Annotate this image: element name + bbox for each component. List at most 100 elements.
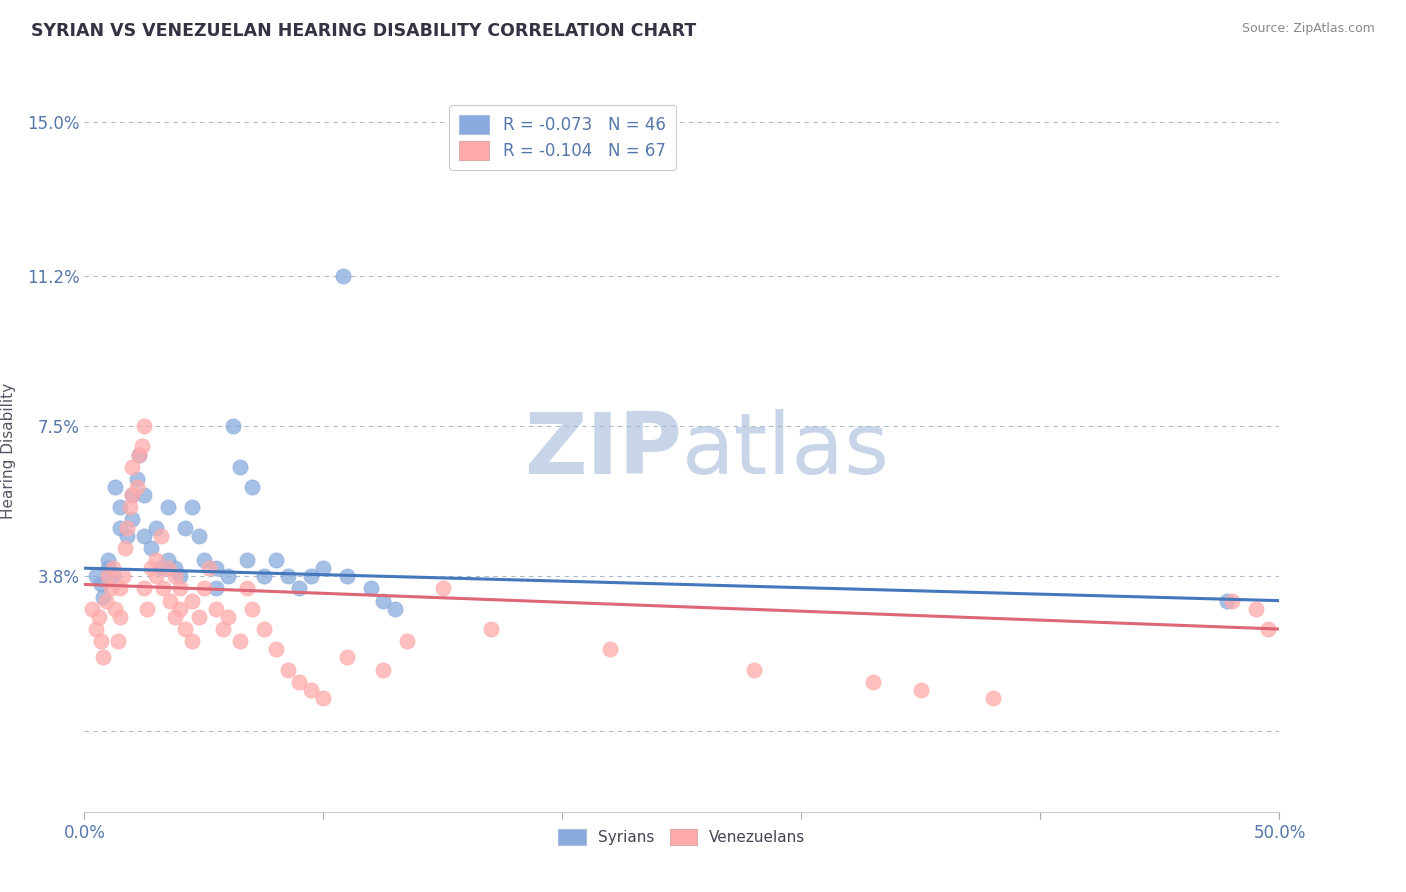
- Point: [94, 593, 117, 607]
- Point: [145, 569, 167, 583]
- Text: atlas: atlas: [682, 409, 890, 492]
- Legend: Syrians, Venezuelans: Syrians, Venezuelans: [553, 822, 811, 851]
- Point: [107, 634, 129, 648]
- Text: ZIP: ZIP: [524, 409, 682, 492]
- Point: [121, 488, 143, 502]
- Point: [181, 593, 204, 607]
- Point: [301, 569, 323, 583]
- Point: [169, 569, 191, 583]
- Point: [193, 582, 215, 596]
- Point: [240, 480, 263, 494]
- Point: [131, 439, 153, 453]
- Point: [336, 569, 359, 583]
- Point: [236, 582, 259, 596]
- Point: [97, 553, 120, 567]
- Point: [1216, 593, 1239, 607]
- Point: [396, 634, 419, 648]
- Point: [132, 488, 156, 502]
- Point: [1220, 593, 1243, 607]
- Point: [301, 682, 323, 697]
- Text: SYRIAN VS VENEZUELAN HEARING DISABILITY CORRELATION CHART: SYRIAN VS VENEZUELAN HEARING DISABILITY …: [31, 22, 696, 40]
- Point: [104, 601, 127, 615]
- Point: [169, 582, 191, 596]
- Point: [264, 642, 287, 657]
- Point: [117, 520, 139, 534]
- Point: [135, 601, 157, 615]
- Point: [121, 459, 143, 474]
- Point: [145, 520, 167, 534]
- Point: [110, 520, 132, 534]
- Point: [121, 488, 143, 502]
- Point: [862, 674, 884, 689]
- Point: [236, 553, 259, 567]
- Point: [173, 622, 195, 636]
- Point: [87, 610, 110, 624]
- Point: [742, 663, 765, 677]
- Point: [205, 582, 228, 596]
- Point: [253, 622, 276, 636]
- Point: [373, 593, 395, 607]
- Point: [86, 622, 108, 636]
- Point: [173, 520, 195, 534]
- Point: [288, 582, 311, 596]
- Point: [599, 642, 621, 657]
- Point: [145, 553, 167, 567]
- Point: [205, 601, 228, 615]
- Point: [181, 500, 204, 515]
- Point: [277, 663, 299, 677]
- Point: [111, 569, 134, 583]
- Point: [217, 610, 239, 624]
- Point: [125, 480, 148, 494]
- Point: [1257, 622, 1279, 636]
- Point: [90, 634, 112, 648]
- Point: [157, 553, 180, 567]
- Point: [101, 569, 124, 583]
- Point: [80, 601, 103, 615]
- Point: [277, 569, 299, 583]
- Point: [240, 601, 263, 615]
- Point: [110, 610, 132, 624]
- Point: [312, 691, 335, 706]
- Point: [432, 582, 454, 596]
- Point: [100, 582, 122, 596]
- Point: [360, 582, 382, 596]
- Point: [93, 650, 115, 665]
- Point: [312, 561, 335, 575]
- Point: [336, 650, 359, 665]
- Point: [121, 512, 143, 526]
- Point: [86, 569, 108, 583]
- Point: [141, 541, 163, 555]
- Point: [373, 663, 395, 677]
- Point: [165, 569, 187, 583]
- Point: [181, 634, 204, 648]
- Point: [1244, 601, 1267, 615]
- Point: [253, 569, 276, 583]
- Point: [97, 561, 120, 575]
- Point: [125, 472, 148, 486]
- Point: [479, 622, 502, 636]
- Point: [149, 561, 172, 575]
- Point: [97, 569, 120, 583]
- Point: [910, 682, 932, 697]
- Point: [165, 561, 187, 575]
- Point: [165, 610, 187, 624]
- Point: [169, 601, 191, 615]
- Point: [332, 268, 354, 283]
- Point: [981, 691, 1004, 706]
- Point: [128, 448, 150, 462]
- Point: [101, 561, 124, 575]
- Point: [157, 561, 180, 575]
- Point: [159, 593, 181, 607]
- Point: [104, 480, 127, 494]
- Point: [205, 561, 228, 575]
- Point: [114, 541, 136, 555]
- Point: [132, 582, 156, 596]
- Text: Source: ZipAtlas.com: Source: ZipAtlas.com: [1241, 22, 1375, 36]
- Point: [110, 582, 132, 596]
- Point: [110, 500, 132, 515]
- Point: [188, 529, 211, 543]
- Point: [197, 561, 219, 575]
- Point: [90, 577, 112, 591]
- Point: [229, 459, 252, 474]
- Point: [193, 553, 215, 567]
